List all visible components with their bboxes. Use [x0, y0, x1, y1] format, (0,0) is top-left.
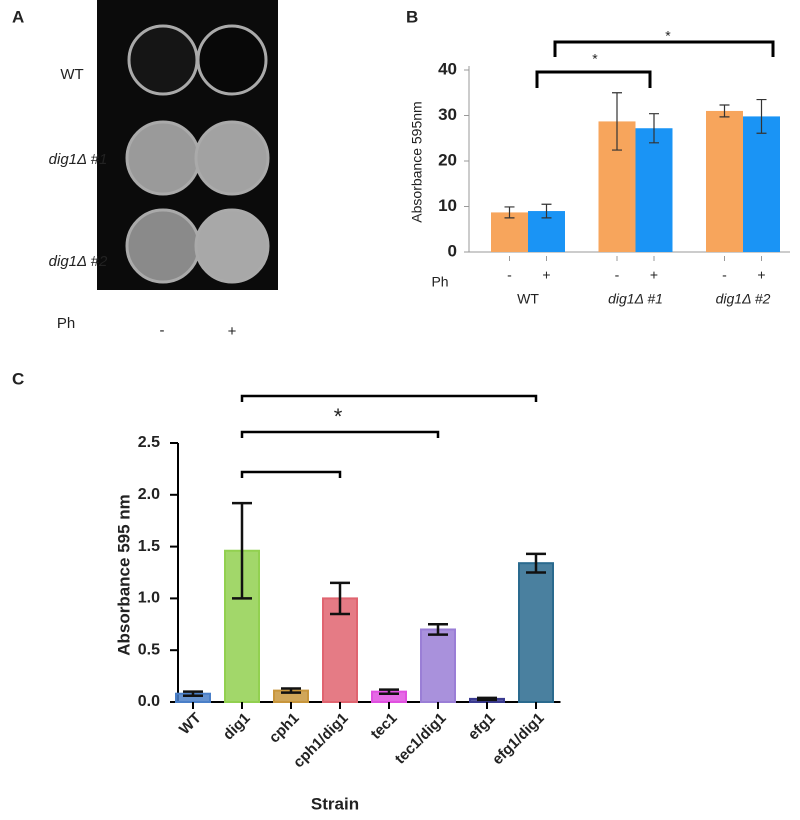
y-tick-label: 2.0 — [138, 486, 160, 503]
error-bar — [477, 696, 497, 702]
error-bar — [541, 203, 552, 219]
bar — [706, 110, 743, 252]
significance-bracket — [240, 430, 440, 438]
y-tick-label: 1.0 — [138, 590, 160, 607]
y-axis-label: Absorbance 595 nm — [114, 494, 133, 656]
well — [125, 208, 201, 284]
row-label: dig1Δ #2 — [49, 253, 108, 270]
bar — [743, 116, 780, 252]
error-bar — [330, 581, 350, 616]
bar — [635, 128, 673, 252]
x-tick-label: + — [542, 267, 550, 283]
x-axis-label: Ph — [431, 274, 448, 290]
well — [127, 24, 199, 96]
row-label: WT — [60, 66, 83, 83]
error-bar — [281, 687, 301, 694]
error-bar — [504, 206, 515, 219]
ph-label: Ph — [57, 315, 75, 332]
y-tick-label: 0 — [448, 241, 457, 260]
bar — [224, 549, 260, 704]
error-bar — [649, 113, 659, 144]
x-tick-label: tec1 — [367, 710, 400, 743]
error-bar — [428, 623, 448, 636]
well — [196, 24, 268, 96]
annotation: * — [592, 51, 598, 67]
group-label: dig1Δ #2 — [716, 291, 771, 307]
well — [194, 120, 270, 196]
significance-bracket — [240, 394, 538, 402]
y-axis-label: Absorbance 595nm — [409, 101, 425, 222]
bar — [420, 628, 456, 703]
ph-value: - — [160, 322, 165, 339]
x-tick-label: + — [650, 267, 658, 283]
error-bar — [612, 92, 622, 151]
bar — [491, 212, 528, 252]
x-tick-label: - — [722, 267, 727, 283]
x-tick-label: - — [507, 267, 512, 283]
y-tick-label: 20 — [438, 150, 457, 169]
error-bar — [232, 501, 252, 600]
significance-bracket — [535, 70, 652, 88]
y-tick-label: 40 — [438, 59, 457, 78]
x-axis-label: Strain — [311, 794, 359, 813]
panel-label: C — [12, 369, 24, 388]
y-tick-label: 0.5 — [138, 641, 160, 658]
significance-bracket — [553, 40, 775, 57]
row-label: dig1Δ #1 — [49, 151, 108, 168]
error-bar — [379, 688, 399, 695]
ph-value: + — [228, 323, 237, 340]
error-bar — [756, 98, 767, 134]
panel-label: B — [406, 7, 418, 26]
y-tick-label: 0.0 — [138, 693, 160, 710]
annotation: * — [665, 28, 671, 44]
bar — [518, 562, 554, 704]
x-tick-label: WT — [176, 710, 205, 739]
x-tick-label: efg1 — [465, 710, 499, 744]
well — [194, 208, 270, 284]
y-tick-label: 30 — [438, 105, 457, 124]
x-tick-label: tec1/dig1 — [392, 710, 450, 768]
x-tick-label: cph1 — [266, 710, 303, 747]
y-tick-label: 2.5 — [138, 434, 160, 451]
group-label: WT — [517, 291, 539, 307]
x-tick-label: efg1/dig1 — [489, 710, 548, 769]
group-label: dig1Δ #1 — [608, 291, 663, 307]
x-tick-label: dig1 — [220, 710, 254, 744]
y-tick-label: 10 — [438, 196, 457, 215]
panel-label: A — [12, 7, 24, 26]
y-tick-label: 1.5 — [138, 538, 160, 555]
error-bar — [183, 690, 203, 698]
x-tick-label: + — [757, 267, 765, 283]
x-tick-label: - — [615, 267, 620, 283]
well — [125, 120, 201, 196]
significance-bracket — [240, 470, 342, 478]
error-bar — [719, 104, 730, 118]
error-bar — [526, 552, 546, 574]
wells — [125, 24, 270, 284]
annotation: * — [334, 404, 343, 429]
